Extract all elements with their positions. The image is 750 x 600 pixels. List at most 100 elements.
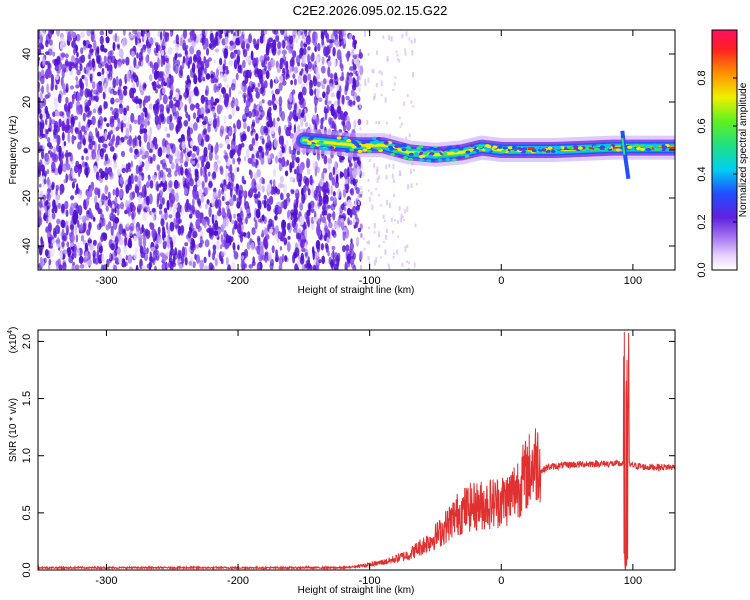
noise-speckle	[237, 156, 241, 165]
noise-speckle	[312, 114, 317, 120]
noise-speckle	[298, 164, 303, 174]
noise-speckle	[129, 222, 135, 232]
noise-speckle	[268, 218, 273, 228]
signal-speckle	[398, 144, 404, 148]
noise-speckle	[259, 87, 264, 95]
noise-speckle	[75, 75, 79, 82]
noise-speckle	[192, 198, 195, 207]
noise-speckle	[180, 150, 184, 160]
noise-speckle	[110, 130, 113, 135]
noise-speckle	[396, 249, 399, 255]
noise-speckle	[89, 212, 93, 219]
noise-speckle	[360, 163, 363, 170]
noise-speckle	[225, 65, 229, 71]
noise-speckle	[196, 162, 200, 168]
noise-speckle	[162, 55, 166, 66]
noise-speckle	[169, 200, 174, 208]
colorbar: 0.00.20.40.60.8 Normalized spectral ampl…	[696, 29, 749, 278]
noise-speckle	[153, 215, 156, 222]
noise-speckle	[140, 89, 144, 96]
noise-speckle	[333, 75, 339, 84]
noise-speckle	[302, 47, 307, 55]
y-tick-label: -20	[21, 190, 33, 206]
noise-speckle	[38, 165, 44, 171]
noise-speckle	[260, 233, 264, 238]
noise-speckle	[169, 248, 175, 256]
noise-speckle	[35, 142, 38, 146]
noise-speckle	[251, 227, 256, 236]
noise-speckle	[50, 184, 55, 191]
noise-speckle	[255, 43, 259, 50]
noise-speckle	[111, 136, 114, 147]
noise-speckle	[256, 262, 261, 270]
noise-speckle	[47, 137, 51, 143]
noise-speckle	[33, 133, 36, 138]
noise-speckle	[229, 45, 234, 51]
noise-speckle	[134, 36, 138, 46]
noise-speckle	[93, 39, 97, 51]
noise-speckle	[144, 160, 150, 172]
noise-speckle	[277, 41, 282, 50]
noise-speckle	[209, 41, 215, 51]
noise-speckle	[284, 255, 288, 262]
noise-speckle	[47, 92, 51, 98]
noise-speckle	[166, 199, 170, 211]
noise-speckle	[219, 183, 224, 189]
signal-speckle	[469, 143, 475, 147]
noise-speckle	[40, 44, 44, 49]
noise-speckle	[363, 31, 366, 37]
signal-speckle	[592, 145, 598, 149]
noise-speckle	[157, 236, 162, 245]
noise-speckle	[154, 265, 157, 270]
noise-speckle	[288, 35, 294, 45]
noise-speckle	[396, 53, 399, 57]
noise-speckle	[145, 206, 151, 213]
signal-speckle	[522, 147, 528, 151]
noise-speckle	[351, 35, 356, 41]
signal-speckle	[577, 146, 583, 150]
noise-speckle	[40, 75, 45, 85]
noise-speckle	[357, 201, 360, 205]
noise-speckle	[86, 30, 91, 37]
noise-speckle	[110, 225, 114, 236]
y-tick-label: 0.0	[21, 562, 33, 577]
snr-panel: -300 -200 -100 0 100 0.00.51.01.52.0 Height …	[7, 327, 676, 596]
noise-speckle	[269, 228, 273, 233]
noise-speckle	[407, 267, 410, 270]
noise-speckle	[56, 259, 59, 270]
noise-speckle	[348, 99, 353, 106]
signal-speckle	[344, 149, 350, 153]
noise-speckle	[133, 235, 138, 242]
noise-speckle	[377, 194, 380, 197]
noise-speckle	[231, 172, 235, 182]
noise-speckle	[40, 33, 43, 45]
noise-speckle	[150, 246, 156, 252]
noise-speckle	[136, 151, 140, 158]
noise-speckle	[213, 163, 219, 173]
noise-speckle	[125, 163, 129, 174]
noise-speckle	[297, 62, 300, 67]
noise-speckle	[261, 99, 265, 104]
noise-speckle	[155, 88, 158, 94]
noise-speckle	[206, 199, 210, 205]
noise-speckle	[45, 118, 48, 126]
noise-speckle	[224, 36, 229, 45]
noise-speckle	[162, 146, 166, 154]
noise-speckle	[123, 89, 128, 96]
noise-speckle	[226, 30, 231, 34]
noise-speckle	[214, 258, 218, 267]
noise-speckle	[348, 33, 353, 41]
noise-speckle	[309, 265, 313, 270]
noise-speckle	[175, 163, 179, 173]
noise-speckle	[331, 177, 335, 186]
signal-speckle	[471, 150, 477, 154]
noise-speckle	[388, 202, 391, 208]
noise-speckle	[213, 230, 219, 237]
noise-speckle	[140, 112, 145, 121]
noise-speckle	[137, 114, 141, 125]
noise-speckle	[147, 95, 151, 102]
noise-speckle	[182, 176, 185, 185]
noise-speckle	[209, 32, 214, 43]
x-tick-label: 0	[498, 275, 504, 287]
